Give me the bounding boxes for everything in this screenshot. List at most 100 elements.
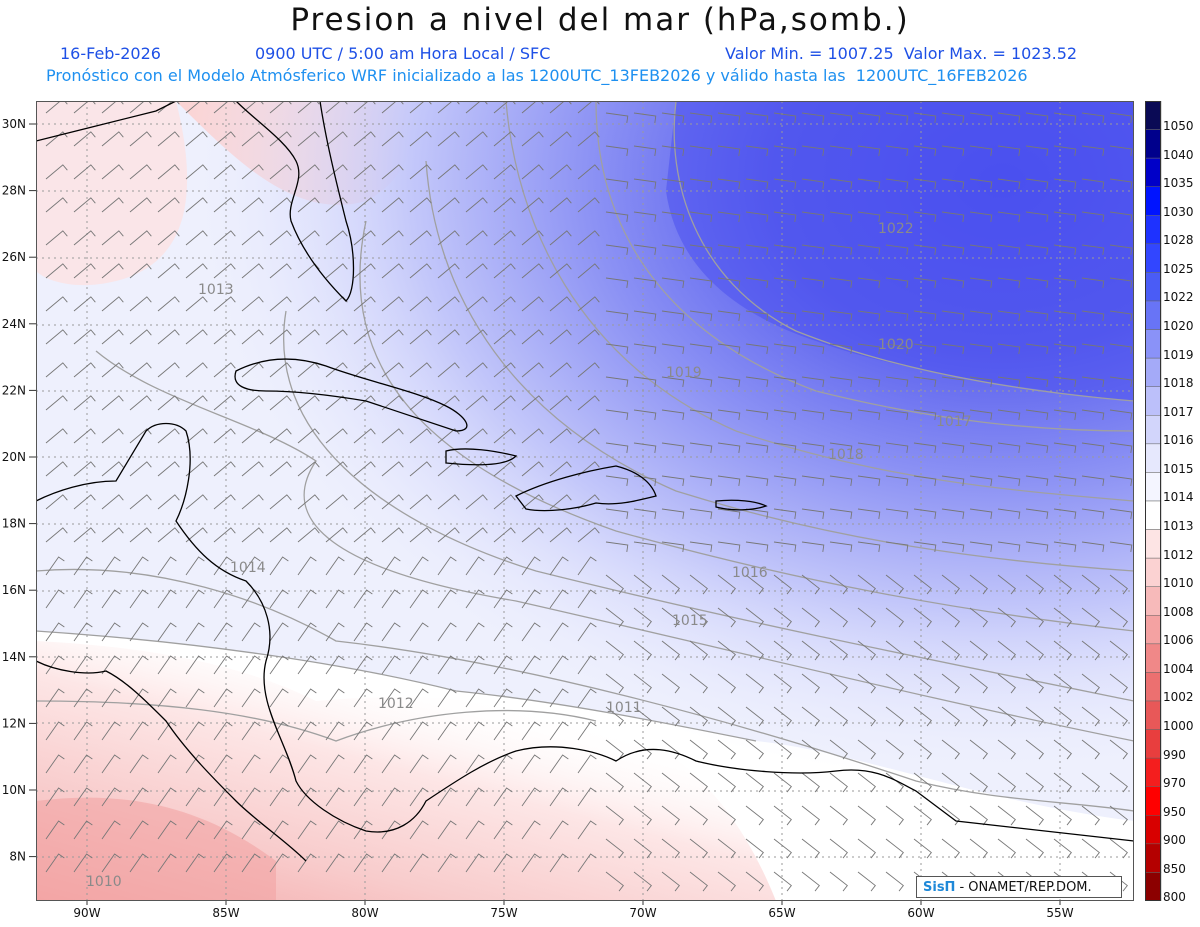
min-max-values: Valor Min. = 1007.25 Valor Max. = 1023.5… <box>725 44 1078 63</box>
legend-label: 1050 <box>1163 119 1194 133</box>
wind-barb <box>1081 112 1105 124</box>
wind-barb <box>1081 211 1105 223</box>
contour-label-1022: 1022 <box>878 221 914 237</box>
wind-barb <box>157 197 180 213</box>
wind-barb <box>45 527 68 543</box>
wind-barb <box>521 131 544 147</box>
wind-barb <box>717 178 741 190</box>
wind-barb <box>997 343 1021 355</box>
legend-label: 1020 <box>1163 319 1194 333</box>
wind-barb <box>73 131 96 147</box>
wind-barb <box>465 721 485 741</box>
wind-barb <box>157 164 180 180</box>
wind-barb <box>157 688 177 708</box>
wind-barb <box>381 655 401 675</box>
wind-barb <box>1081 475 1105 487</box>
wind-barb <box>1025 376 1049 388</box>
wind-barb <box>913 706 932 727</box>
legend-swatch <box>1145 329 1162 359</box>
lat-label: 30N <box>2 117 26 131</box>
wind-barb <box>73 655 93 675</box>
wind-barb <box>157 655 177 675</box>
florida-coast <box>235 101 355 302</box>
wind-barb <box>325 754 345 774</box>
wind-barb <box>801 475 825 487</box>
wind-barb <box>157 131 180 147</box>
high-pressure-core <box>666 101 1134 401</box>
model-info: Pronóstico con el Modelo Atmósferico WRF… <box>46 66 1028 85</box>
wind-barb <box>465 197 488 213</box>
wind-barb <box>297 688 317 708</box>
wind-barb <box>185 428 208 444</box>
wind-barb <box>521 101 544 114</box>
wind-barb <box>493 527 516 543</box>
wind-barb <box>521 395 544 411</box>
legend-swatch <box>1145 529 1162 559</box>
wind-barb <box>745 541 769 553</box>
wind-barb <box>605 805 624 826</box>
wind-barb <box>269 622 289 642</box>
wind-barb <box>969 145 993 157</box>
wind-barb <box>885 277 909 289</box>
wind-barb <box>941 475 965 487</box>
wind-barb <box>1025 838 1044 859</box>
wind-barb <box>661 805 680 826</box>
wind-barb <box>241 329 264 345</box>
wind-barb <box>157 230 180 246</box>
wind-barb <box>997 640 1016 661</box>
wind-barb <box>661 706 680 727</box>
wind-barb <box>997 508 1021 520</box>
legend-swatch <box>1145 700 1162 730</box>
wind-barb <box>745 211 769 223</box>
wind-barb <box>857 145 881 157</box>
wind-barb <box>437 688 457 708</box>
wind-barb <box>409 131 432 147</box>
legend-label: 1028 <box>1163 233 1194 248</box>
wind-barb <box>801 112 825 124</box>
wind-barb <box>801 376 825 388</box>
wind-barb <box>829 706 848 727</box>
wind-barb <box>717 376 741 388</box>
wind-barb <box>745 739 764 760</box>
wind-barb <box>913 508 937 520</box>
wind-barb <box>409 329 432 345</box>
wind-barb <box>409 721 429 741</box>
wind-barb <box>717 739 736 760</box>
wind-barb <box>689 310 713 322</box>
wind-barb <box>717 574 736 595</box>
wind-barb <box>1109 673 1128 694</box>
wind-barb <box>773 508 797 520</box>
wind-barb <box>1053 706 1072 727</box>
wind-barb <box>465 131 488 147</box>
wind-barb <box>353 164 376 180</box>
wind-barb <box>73 329 96 345</box>
wind-barb <box>1109 409 1133 421</box>
wind-barb <box>521 428 544 444</box>
wind-barb <box>773 871 792 892</box>
wind-barb <box>493 197 516 213</box>
wind-barb <box>45 655 65 675</box>
wind-barb <box>661 145 685 157</box>
wind-barb <box>857 178 881 190</box>
wind-barb <box>129 101 152 114</box>
wind-barb <box>521 329 544 345</box>
wind-barb <box>213 754 233 774</box>
wind-barb <box>941 541 965 553</box>
wind-barb <box>1025 772 1044 793</box>
wind-barb <box>801 838 820 859</box>
wind-barb <box>577 461 600 477</box>
lat-label: 24N <box>2 317 26 331</box>
wind-barb <box>549 820 569 840</box>
wind-barb <box>269 688 289 708</box>
wind-barb <box>1109 574 1128 595</box>
wind-barb <box>297 820 317 840</box>
wind-barb <box>101 101 124 114</box>
wind-barb <box>941 376 965 388</box>
wind-barb <box>325 820 345 840</box>
wind-barb <box>661 541 685 553</box>
legend-label: 1014 <box>1163 490 1194 505</box>
wind-barb <box>997 211 1021 223</box>
wind-barb <box>437 754 457 774</box>
wind-barb <box>493 362 516 378</box>
wind-barb <box>129 197 152 213</box>
